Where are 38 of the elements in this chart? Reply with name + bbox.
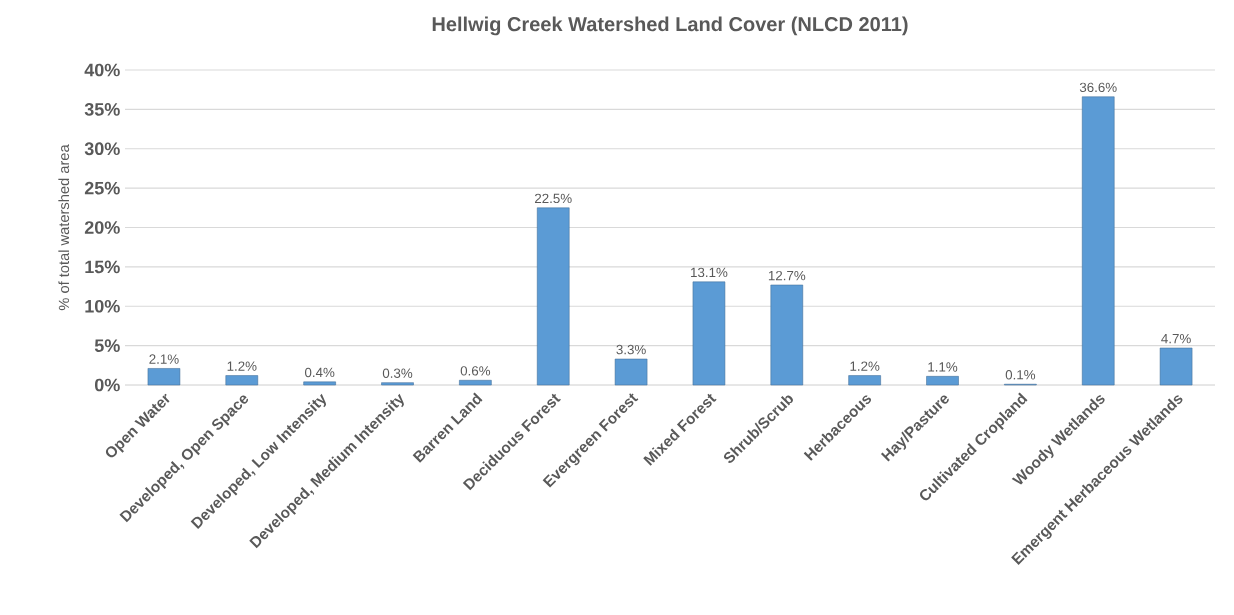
y-tick-label: 0%	[94, 378, 120, 392]
data-label: 1.2%	[227, 361, 257, 371]
data-label: 1.2%	[850, 361, 880, 371]
bar	[1159, 347, 1193, 386]
bar	[225, 375, 259, 386]
data-label: 1.1%	[928, 362, 958, 372]
bar	[770, 284, 804, 386]
y-tick-label: 25%	[84, 181, 120, 195]
y-tick-label: 10%	[85, 299, 120, 313]
data-label: 3.3%	[616, 344, 646, 355]
data-label: 0.3%	[382, 368, 413, 378]
y-tick-label: 35%	[84, 102, 120, 116]
y-tick-label: 5%	[94, 339, 120, 352]
bar	[848, 375, 881, 386]
data-label: 0.4%	[304, 367, 335, 378]
bar	[1081, 96, 1115, 386]
y-tick-label: 30%	[84, 142, 120, 156]
data-label: 4.7%	[1161, 333, 1191, 344]
data-label: 0.6%	[460, 366, 491, 376]
bar	[303, 381, 336, 386]
chart-title: Hellwig Creek Watershed Land Cover (NLCD 2011)	[432, 16, 908, 36]
y-tick-label: 40%	[84, 63, 120, 77]
data-label: 13.1%	[691, 267, 728, 278]
bar	[536, 207, 570, 386]
bar	[381, 382, 414, 386]
bar	[459, 380, 492, 386]
data-label: 12.7%	[768, 270, 806, 281]
data-label: 36.6%	[1079, 82, 1117, 93]
data-label: 0.1%	[1005, 370, 1036, 380]
bar	[614, 358, 648, 386]
bar	[692, 281, 726, 386]
data-label: 22.5%	[534, 193, 572, 204]
y-axis-title: % of total watershed area	[58, 144, 70, 311]
y-tick-label: 20%	[84, 221, 120, 234]
data-label: 2.1%	[149, 354, 179, 364]
y-tick-label: 15%	[85, 260, 120, 274]
bar	[147, 368, 181, 386]
bar	[926, 376, 959, 386]
